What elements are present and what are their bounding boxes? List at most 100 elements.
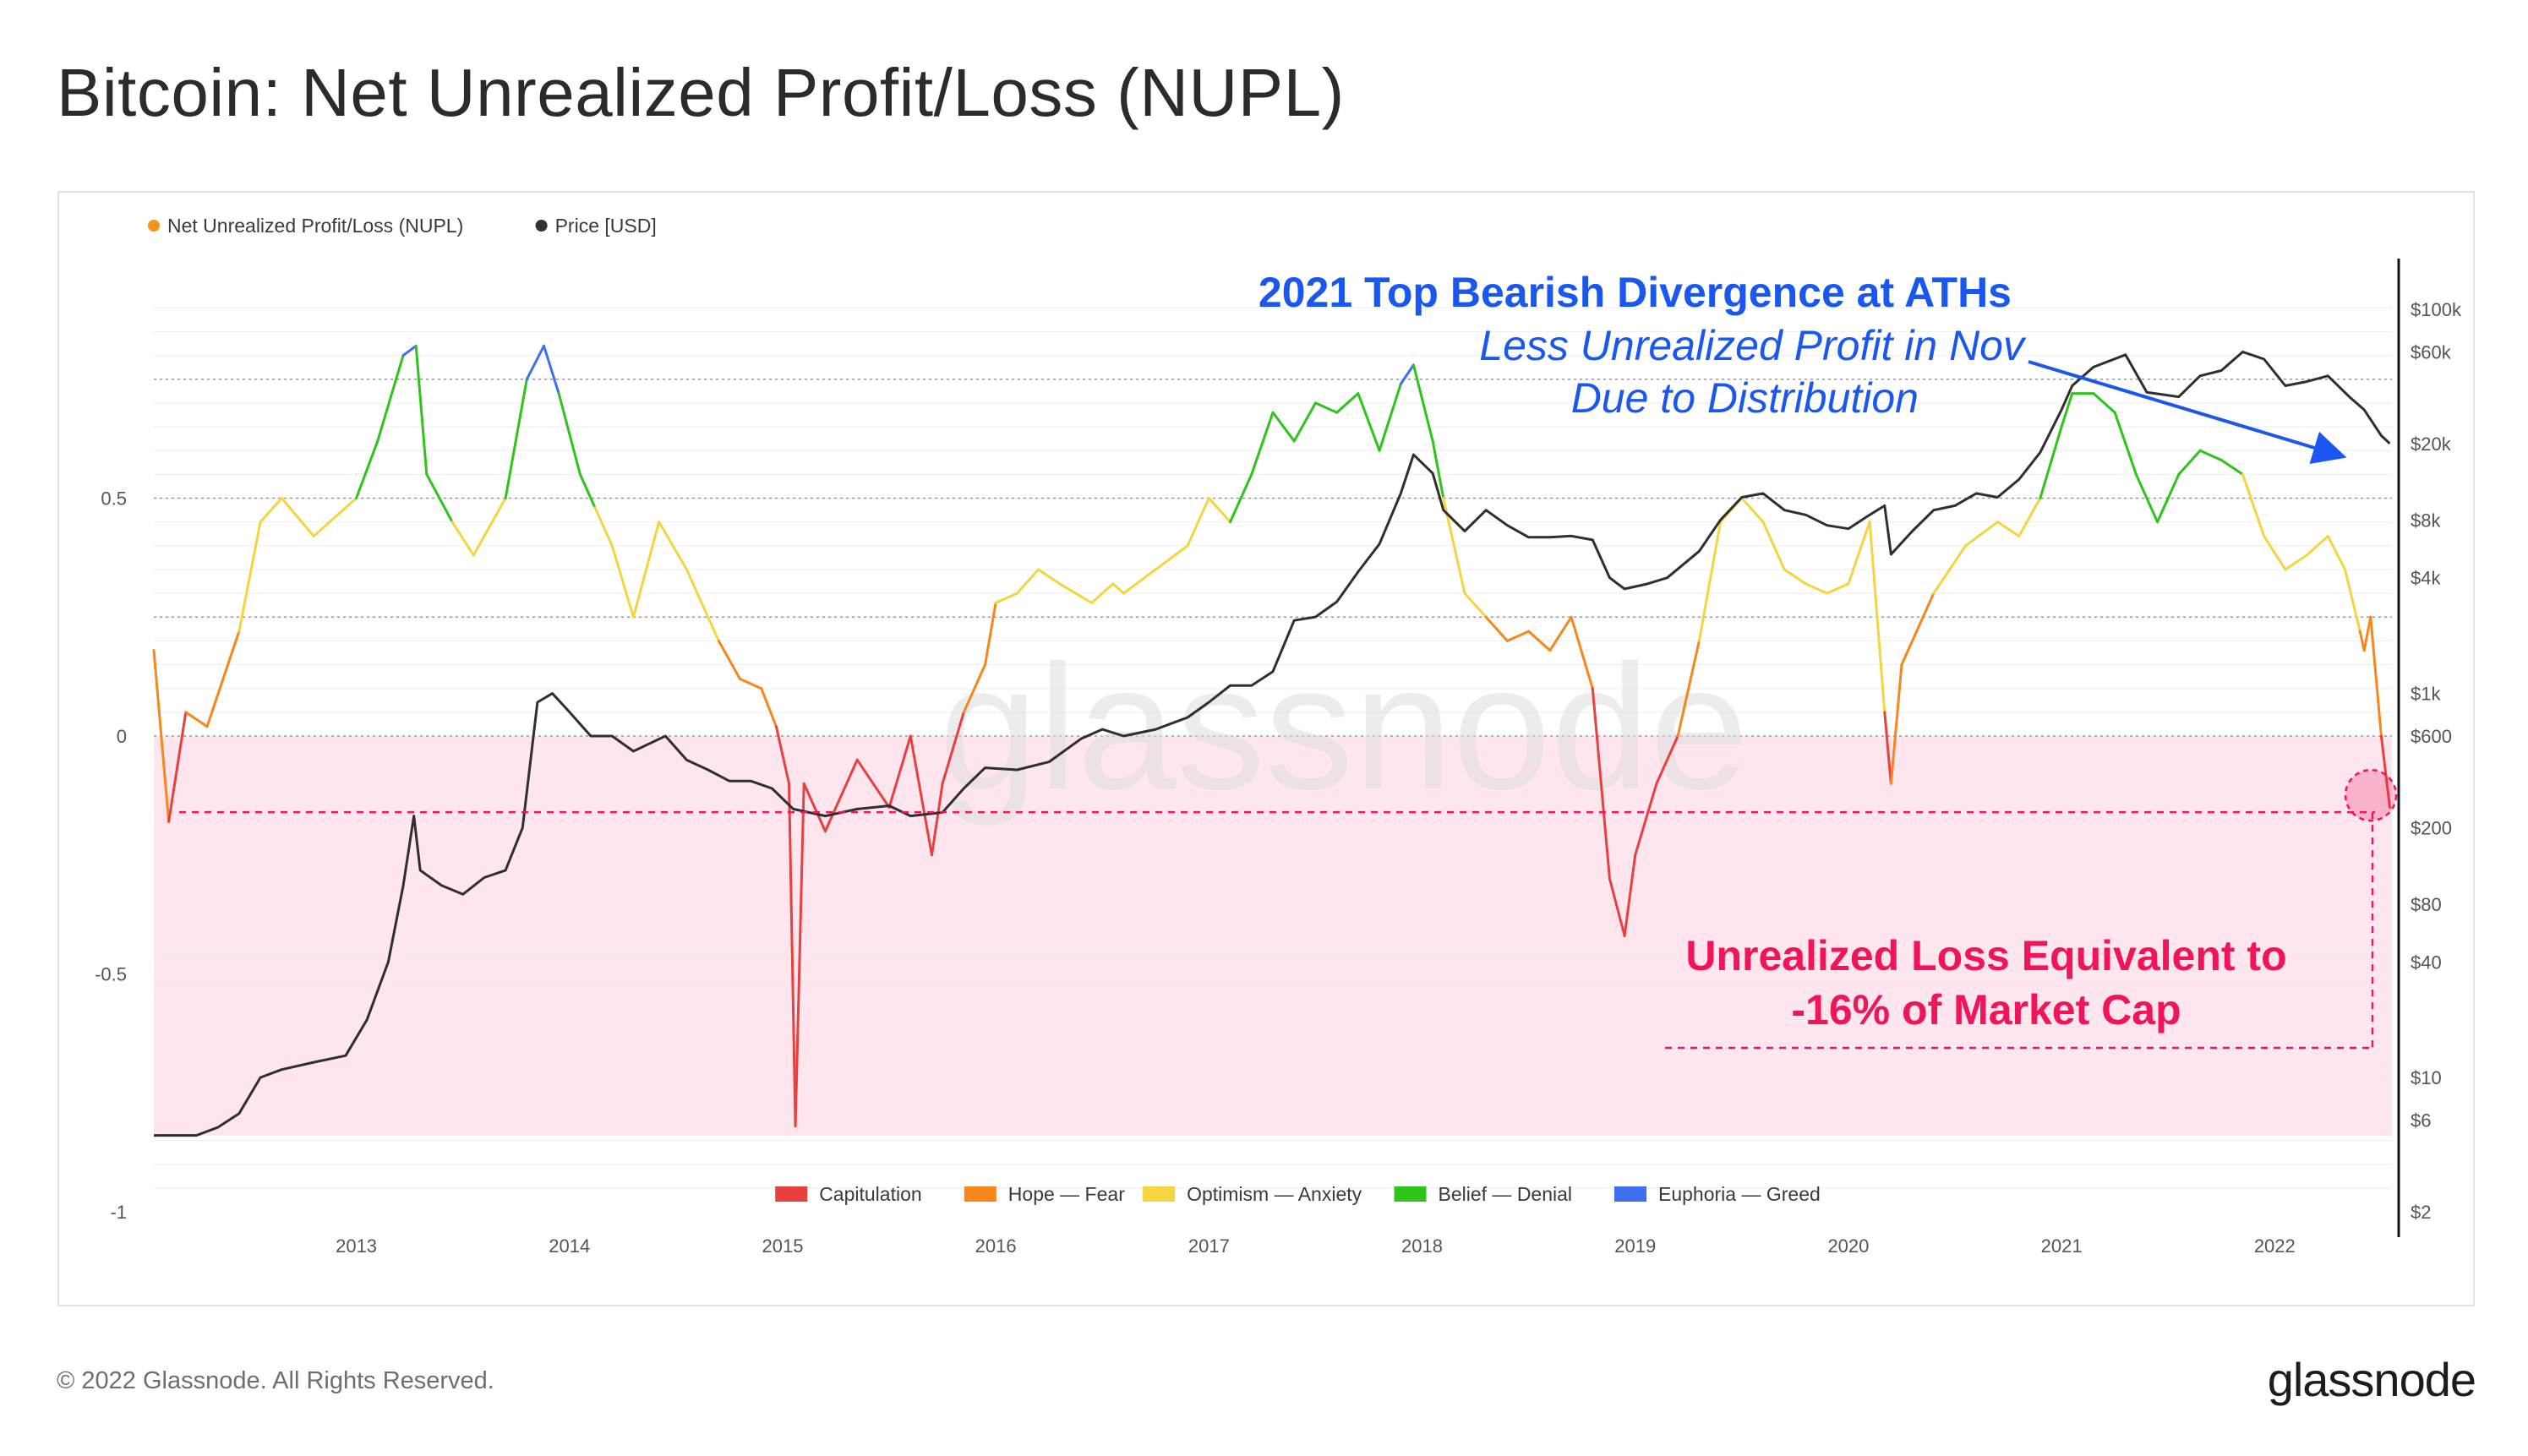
nupl-segment xyxy=(450,521,475,557)
legend-label: Net Unrealized Profit/Loss (NUPL) xyxy=(167,215,463,237)
zone-legend-label: Hope — Fear xyxy=(1008,1183,1125,1205)
y-right-tick-label: $1k xyxy=(2411,684,2441,705)
nupl-segment xyxy=(1697,521,1723,642)
x-tick-label: 2017 xyxy=(1188,1235,1230,1257)
nupl-segment xyxy=(1826,582,1850,595)
nupl-segment xyxy=(774,725,791,785)
nupl-segment xyxy=(760,687,778,728)
nupl-segment xyxy=(739,677,763,690)
nupl-segment xyxy=(355,439,379,499)
nupl-segment xyxy=(2156,472,2181,524)
x-tick-label: 2016 xyxy=(975,1235,1017,1257)
nupl-segment xyxy=(376,354,405,443)
nupl-segment xyxy=(2039,425,2063,499)
nupl-segment xyxy=(685,568,720,642)
annotation-divergence-title: 2021 Top Bearish Divergence at ATHs xyxy=(1259,269,2012,316)
nupl-segment xyxy=(578,472,597,510)
nupl-segment xyxy=(788,782,797,1128)
legend-marker xyxy=(148,220,160,232)
nupl-segment xyxy=(658,521,688,571)
nupl-segment xyxy=(1570,615,1594,690)
x-tick-label: 2013 xyxy=(336,1235,377,1257)
watermark: glassnode xyxy=(939,628,1748,826)
nupl-segment xyxy=(1154,544,1189,571)
nupl-segment xyxy=(1207,497,1232,524)
nupl-segment xyxy=(1889,663,1903,785)
nupl-segment xyxy=(1058,582,1094,604)
zone-legend-label: Capitulation xyxy=(819,1183,921,1205)
nupl-segment xyxy=(962,663,987,714)
nupl-segment xyxy=(610,544,635,619)
y-right-tick-label: $200 xyxy=(2411,817,2452,838)
zone-legend-swatch xyxy=(1614,1186,1646,1202)
nupl-segment xyxy=(238,521,262,633)
nupl-segment xyxy=(802,782,827,833)
y-right-tick-label: $4k xyxy=(2411,568,2441,589)
x-tick-label: 2020 xyxy=(1827,1235,1869,1257)
y-right-tick-label: $600 xyxy=(2411,726,2452,747)
nupl-segment xyxy=(1883,711,1892,785)
y-right-tick-label: $80 xyxy=(2411,894,2442,915)
legend-marker xyxy=(535,220,548,232)
divergence-arrow xyxy=(2028,360,2347,465)
annotation-divergence-line1: Less Unrealized Profit in Nov xyxy=(1479,322,2027,369)
x-tick-label: 2022 xyxy=(2254,1235,2296,1257)
nupl-segment xyxy=(2017,497,2042,538)
nupl-segment xyxy=(2092,392,2116,414)
y-left-tick-label: 0.5 xyxy=(101,488,127,510)
nupl-segment xyxy=(1399,363,1415,385)
nupl-segment xyxy=(2113,411,2138,476)
nupl-segment xyxy=(984,601,997,667)
zone-legend-swatch xyxy=(964,1186,996,1202)
zone-legend-swatch xyxy=(1143,1186,1176,1202)
nupl-segment xyxy=(184,711,209,728)
nupl-segment xyxy=(1676,639,1701,738)
nupl-segment xyxy=(794,782,805,1128)
nupl-segment xyxy=(2305,535,2329,557)
nupl-segment xyxy=(1250,411,1275,476)
nupl-segment xyxy=(1335,392,1360,414)
nupl-segment xyxy=(1623,853,1637,937)
nupl-segment xyxy=(1037,568,1062,586)
nupl-segment xyxy=(909,734,933,857)
annotation-divergence-line2: Due to Distribution xyxy=(1571,374,1919,422)
annotation-loss-line1: Unrealized Loss Equivalent to xyxy=(1685,932,2286,979)
price-line xyxy=(154,350,2391,1137)
nupl-segment xyxy=(1484,615,1509,642)
nupl-segment xyxy=(994,592,1018,604)
nupl-segment xyxy=(2198,449,2223,461)
nupl-segment xyxy=(2220,458,2244,476)
nupl-segment xyxy=(425,472,454,524)
nupl-segment xyxy=(1229,472,1253,524)
nupl-segment xyxy=(941,711,965,785)
nupl-segment xyxy=(1186,497,1210,548)
nupl-segment xyxy=(1761,521,1786,571)
nupl-segment xyxy=(1847,521,1871,586)
nupl-segment xyxy=(1111,582,1125,595)
y-right-tick-label: $60k xyxy=(2411,341,2452,363)
nupl-segment xyxy=(1122,568,1157,595)
nupl-segment xyxy=(2241,472,2266,538)
chart-card: glassnode 0.5 0 -0.5 -1 $100k $60k $20k $8k $4k $… xyxy=(57,191,2475,1306)
nupl-segment xyxy=(717,639,742,680)
nupl-segment xyxy=(1548,615,1573,652)
y-right-tick-label: $100k xyxy=(2411,299,2462,320)
nupl-segment xyxy=(414,344,429,476)
nupl-segment xyxy=(344,497,358,510)
nupl-segment xyxy=(504,378,528,499)
y-left-tick-label: -0.5 xyxy=(95,964,127,985)
x-tick-label: 2015 xyxy=(762,1235,803,1257)
nupl-segment xyxy=(1463,592,1488,619)
nupl-segment xyxy=(1783,568,1807,586)
nupl-segment xyxy=(2284,553,2308,571)
nupl-segment xyxy=(1868,521,1886,714)
nupl-segment xyxy=(152,649,171,823)
y-right-tick-label: $2 xyxy=(2411,1202,2431,1223)
nupl-segment xyxy=(1634,782,1658,857)
nupl-segment xyxy=(1292,401,1317,443)
nupl-segment xyxy=(1932,544,1968,595)
nupl-segment xyxy=(1090,582,1115,604)
zone-legend-label: Belief — Denial xyxy=(1439,1183,1573,1205)
nupl-segment xyxy=(1015,568,1040,595)
nupl-segment xyxy=(2379,734,2391,809)
